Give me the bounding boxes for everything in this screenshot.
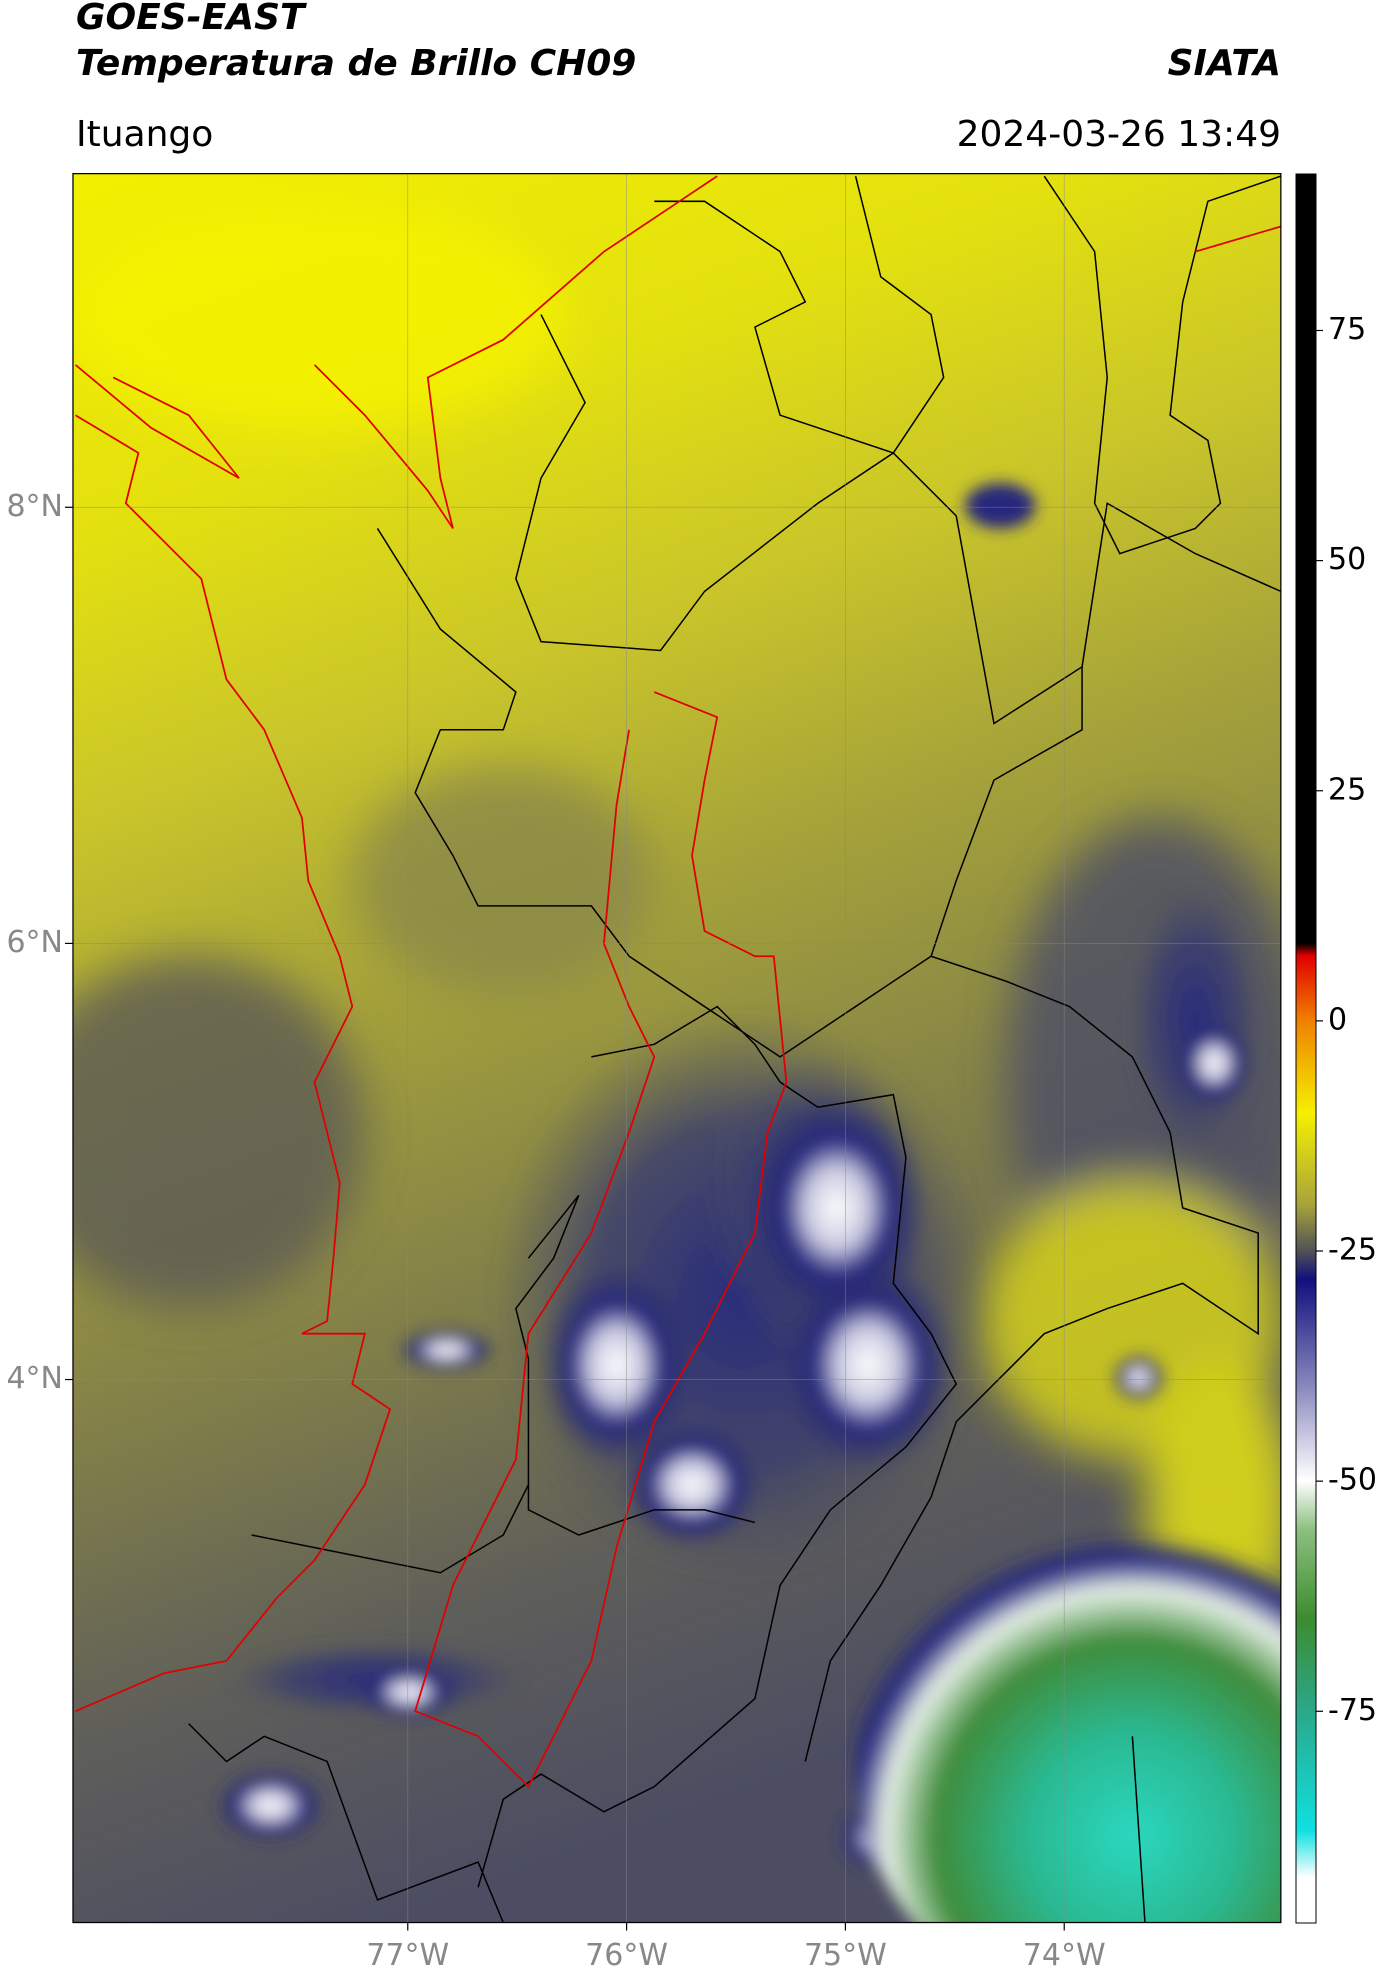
title-line1: GOES-EAST xyxy=(76,0,307,38)
map-frame xyxy=(72,173,1282,1924)
colorbar-tick-label: -25 xyxy=(1328,1233,1377,1268)
lon-tick-label: 74°W xyxy=(1023,1938,1106,1973)
coastline-and-basin xyxy=(74,175,1281,1789)
datetime: 2024-03-26 13:49 xyxy=(957,114,1281,155)
lon-tick-label: 76°W xyxy=(585,1938,668,1973)
colorbar-tick-label: -75 xyxy=(1328,1693,1377,1728)
clouds xyxy=(213,483,1281,1923)
colorbar xyxy=(1295,173,1317,1924)
colorbar-tick-label: 50 xyxy=(1328,542,1366,577)
lon-tick-label: 75°W xyxy=(804,1938,887,1973)
map-art xyxy=(72,173,1282,1924)
colorbar-tick-label: 75 xyxy=(1328,312,1366,347)
borders xyxy=(188,175,1281,1923)
colorbar-tick-label: 25 xyxy=(1328,772,1366,807)
lon-tick-label: 77°W xyxy=(366,1938,449,1973)
lat-tick-label: 4°N xyxy=(6,1361,63,1396)
location: Ituango xyxy=(76,114,213,155)
graticule xyxy=(72,173,1281,1923)
colorbar-tick-label: -50 xyxy=(1328,1463,1377,1498)
lat-tick-label: 6°N xyxy=(6,925,63,960)
colorbar-tick-label: 0 xyxy=(1328,1002,1347,1037)
lat-tick-label: 8°N xyxy=(6,489,63,524)
organization: SIATA xyxy=(1168,43,1281,84)
title-line2: Temperatura de Brillo CH09 xyxy=(76,43,636,84)
